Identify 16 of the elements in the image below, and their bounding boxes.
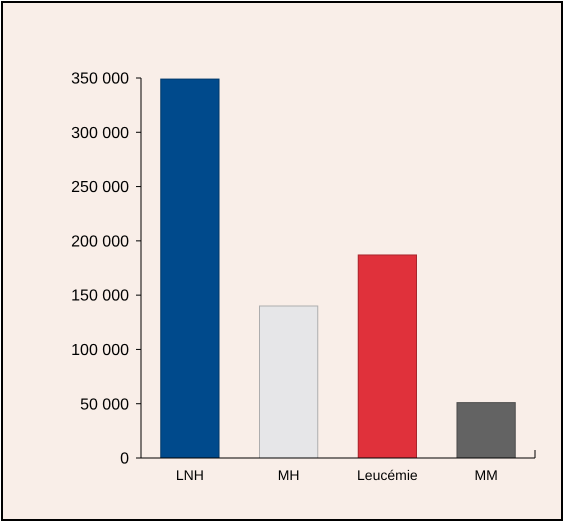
bar <box>456 402 516 458</box>
y-tick-label: 200 000 <box>71 233 130 250</box>
x-tick-label: MM <box>474 467 498 483</box>
x-tick-label: MH <box>278 467 300 483</box>
y-tick-label: 50 000 <box>80 396 130 414</box>
x-tick-label: Leucémie <box>357 467 418 483</box>
y-tick-label: 300 000 <box>71 124 130 142</box>
y-tick-label: 100 000 <box>71 342 130 360</box>
y-tick-label: 150 000 <box>71 288 130 305</box>
y-tick-label: 0 <box>120 450 130 468</box>
bar <box>258 306 318 458</box>
bar <box>160 78 220 458</box>
y-tick-label: 250 000 <box>71 179 130 196</box>
y-tick-label: 350 000 <box>71 70 130 88</box>
bar <box>358 254 418 458</box>
x-tick-label: LNH <box>176 467 204 483</box>
